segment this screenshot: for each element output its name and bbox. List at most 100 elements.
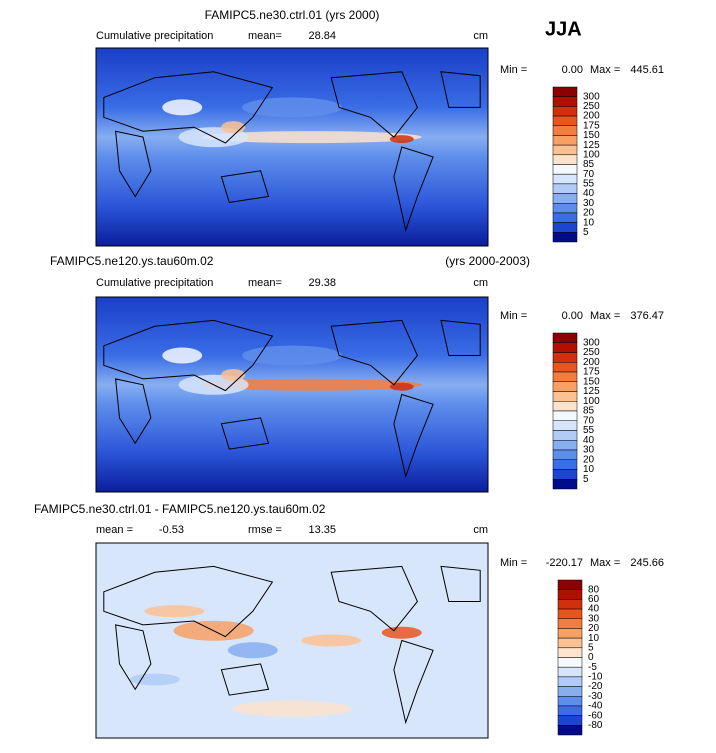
map-feature — [201, 378, 422, 391]
colorbar-box — [557, 696, 583, 707]
colorbar-label: -5 — [588, 662, 597, 673]
colorbar-label: -10 — [588, 672, 603, 683]
map-feature — [301, 634, 362, 647]
colorbar-box — [557, 647, 583, 658]
max-value: 245.66 — [630, 557, 664, 569]
colorbar-box — [557, 666, 583, 678]
min-label: Min = — [500, 310, 527, 322]
max-label: Max = — [590, 310, 620, 322]
colorbar-box — [552, 362, 578, 373]
field-name: Cumulative precipitation — [96, 30, 213, 42]
map-field — [96, 48, 488, 246]
stat-value: 13.35 — [308, 524, 336, 536]
coastline — [103, 565, 274, 638]
colorbar-label: 70 — [583, 415, 595, 426]
map-field — [96, 297, 488, 492]
coastline — [393, 639, 434, 725]
colorbar-box — [557, 637, 583, 649]
colorbar-label: 85 — [583, 406, 595, 417]
season-label: JJA — [545, 18, 582, 40]
colorbar-box — [552, 96, 578, 107]
coastline — [393, 146, 434, 233]
min-label: Min = — [500, 557, 527, 569]
colorbar-label: 60 — [588, 594, 600, 605]
colorbar-box — [557, 686, 583, 697]
colorbar-box — [552, 86, 578, 97]
coastline — [115, 130, 152, 198]
colorbar-box — [552, 125, 578, 136]
colorbar-label: 70 — [583, 169, 595, 180]
map-feature — [227, 642, 278, 659]
coastline — [220, 663, 270, 696]
stat-label: mean= — [248, 30, 282, 42]
stat-label: rmse = — [248, 524, 282, 536]
colorbar-box — [557, 657, 583, 668]
colorbar-label: 20 — [583, 208, 595, 219]
colorbar-box — [552, 371, 578, 382]
colorbar-box — [552, 154, 578, 165]
colorbar-box — [552, 173, 578, 185]
map-feature — [242, 345, 342, 366]
map-frame — [95, 296, 489, 493]
stat-value: 28.84 — [308, 30, 336, 42]
colorbar-box — [552, 193, 578, 204]
colorbar-box — [552, 401, 578, 412]
colorbar-box — [557, 618, 583, 629]
colorbar-label: -30 — [588, 691, 603, 702]
colorbar-box — [552, 479, 578, 490]
colorbar-label: -20 — [588, 681, 603, 692]
colorbar-box — [557, 579, 583, 590]
map-frame — [95, 542, 489, 739]
colorbar-label: 85 — [583, 159, 595, 170]
max-label: Max = — [590, 557, 620, 569]
colorbar-box — [552, 212, 578, 223]
stat-value: -0.53 — [159, 524, 184, 536]
colorbar-label: -60 — [588, 710, 603, 721]
colorbar-label: 30 — [583, 198, 595, 209]
stat-label: mean = — [96, 524, 133, 536]
colorbar-label: 250 — [583, 347, 600, 358]
colorbar-box — [552, 430, 578, 441]
units: cm — [473, 30, 488, 42]
map-feature — [129, 673, 180, 686]
colorbar-label: 150 — [583, 130, 600, 141]
colorbar-box — [552, 459, 578, 470]
coastline — [330, 319, 418, 386]
colorbar-box — [557, 608, 583, 619]
colorbar-box — [557, 676, 583, 687]
colorbar-box — [552, 115, 578, 126]
coastline — [220, 417, 270, 450]
colorbar-box — [552, 332, 578, 343]
units: cm — [473, 524, 488, 536]
colorbar-label: 125 — [583, 386, 600, 397]
colorbar-label: 175 — [583, 367, 600, 378]
field-name: Cumulative precipitation — [96, 277, 213, 289]
colorbar-box — [552, 469, 578, 480]
max-label: Max = — [590, 64, 620, 76]
colorbar-label: 300 — [583, 337, 600, 348]
colorbar-box — [552, 440, 578, 451]
max-value: 376.47 — [630, 310, 664, 322]
colorbar-label: 5 — [583, 474, 589, 485]
colorbar-label: 200 — [583, 357, 600, 368]
colorbar-box — [552, 203, 578, 214]
colorbar-label: 40 — [583, 188, 595, 199]
colorbar-label: 100 — [583, 149, 600, 160]
panel-title-right: (yrs 2000-2003) — [445, 254, 530, 268]
coastline — [330, 565, 418, 632]
min-value: 0.00 — [562, 64, 583, 76]
colorbar-box — [552, 106, 578, 117]
colorbar-label: 300 — [583, 91, 600, 102]
colorbar-label: 5 — [588, 642, 594, 653]
colorbar-label: 20 — [583, 454, 595, 465]
colorbar-label: 5 — [583, 227, 589, 238]
colorbar-box — [552, 222, 578, 233]
colorbar-label: 30 — [583, 445, 595, 456]
map-feature — [162, 99, 203, 116]
colorbar-label: 10 — [583, 464, 595, 475]
map-feature — [381, 626, 422, 639]
coastline — [220, 170, 270, 203]
colorbar-label: 30 — [588, 613, 600, 624]
panel-title: FAMIPC5.ne120.ys.tau60m.02 — [50, 254, 214, 268]
coastline — [440, 71, 481, 108]
